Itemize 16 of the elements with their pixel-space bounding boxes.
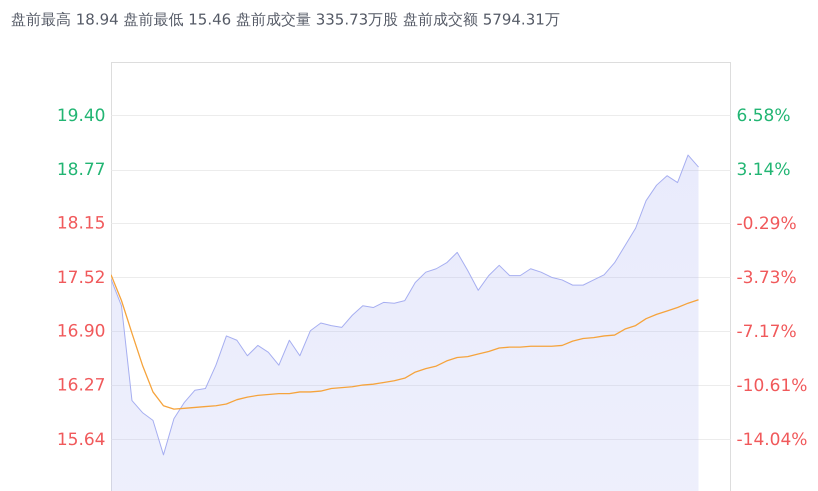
chart-title: 盘前最高 18.94 盘前最低 15.46 盘前成交量 335.73万股 盘前成交额 5794.31万 — [11, 10, 560, 28]
y2-tick-label: -7.17% — [736, 322, 797, 342]
y-tick-label: 16.90 — [56, 321, 106, 342]
y2-tick-label: -10.61% — [736, 376, 808, 396]
y-tick-label: 19.40 — [56, 106, 106, 126]
y2-tick-label: 3.14% — [736, 160, 791, 180]
y-tick-label: 18.15 — [56, 214, 106, 234]
y2-tick-label: 6.58% — [736, 106, 791, 126]
y2-tick-label: -3.73% — [736, 268, 797, 288]
y-tick-label: 18.77 — [56, 160, 106, 180]
y2-tick-label: -0.29% — [736, 214, 797, 234]
y-tick-label: 15.64 — [56, 430, 106, 450]
y-tick-label: 16.27 — [56, 376, 106, 396]
y2-tick-label: -14.04% — [736, 430, 808, 450]
y-tick-label: 17.52 — [56, 268, 106, 288]
line-series — [111, 274, 700, 410]
